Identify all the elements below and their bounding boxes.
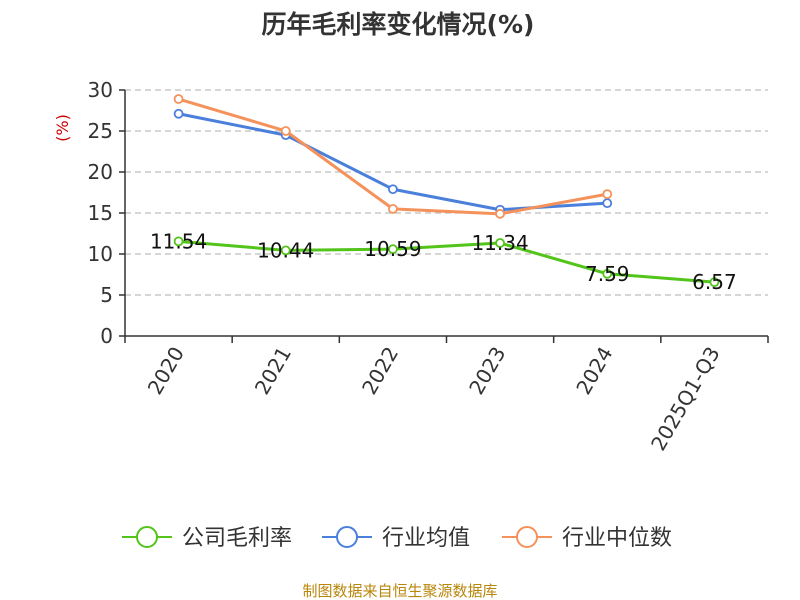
data-point [709, 277, 720, 288]
data-label: 7.59 [585, 262, 630, 286]
series-line [178, 112, 608, 212]
legend-marker [336, 526, 358, 548]
legend-marker [516, 526, 538, 548]
x-tick-label: 2024 [571, 343, 617, 399]
y-tick-label: 25 [88, 119, 113, 143]
y-tick-label: 20 [88, 160, 113, 184]
y-tick-label: 10 [88, 242, 113, 266]
legend-label: 公司毛利率 [182, 526, 292, 551]
legend-marker [136, 526, 158, 548]
x-tick-label: 2022 [357, 343, 403, 399]
axes: 0 5 10 15 20 25 30 2020 2021 2022 2023 2024 2025Q1-Q… [88, 78, 769, 455]
y-axis-label: (%) [53, 114, 72, 142]
data-label: 11.34 [471, 231, 528, 255]
y-tick-label: 15 [88, 201, 113, 225]
y-tick-label: 30 [88, 78, 113, 102]
x-tick-label: 2025Q1-Q3 [646, 343, 725, 455]
legend-label: 行业中位数 [562, 526, 672, 551]
data-point [173, 94, 184, 104]
data-point [173, 108, 184, 119]
legend: 公司毛利率 行业均值 行业中位数 [122, 526, 672, 551]
source-note: 制图数据来自恒生聚源数据库 [302, 582, 497, 600]
legend-label: 行业均值 [382, 526, 470, 551]
data-point [495, 208, 505, 219]
series-line [178, 97, 608, 216]
y-tick-label: 5 [100, 283, 113, 307]
x-tick-label: 2020 [143, 343, 189, 399]
series-line [178, 239, 715, 284]
data-point [173, 236, 184, 247]
data-label: 10.59 [364, 237, 421, 261]
x-tick-label: 2021 [250, 343, 296, 399]
series-layer: 11.54 10.44 10.59 11.34 7.59 6.57 [150, 94, 737, 294]
data-point [388, 184, 398, 195]
data-point [495, 238, 505, 248]
data-point [602, 198, 613, 209]
x-tick-label: 2023 [464, 343, 510, 399]
y-tick-label: 0 [100, 324, 113, 348]
data-label: 11.54 [150, 229, 207, 253]
data-point [602, 268, 613, 279]
data-label: 10.44 [257, 238, 314, 262]
data-point [388, 203, 398, 214]
data-point [280, 245, 291, 256]
data-point [280, 126, 291, 136]
data-label: 6.57 [692, 270, 737, 294]
chart-title: 历年毛利率变化情况(%) [262, 10, 535, 39]
data-point [602, 189, 613, 200]
grid-lines [125, 89, 768, 296]
data-point [388, 244, 398, 255]
